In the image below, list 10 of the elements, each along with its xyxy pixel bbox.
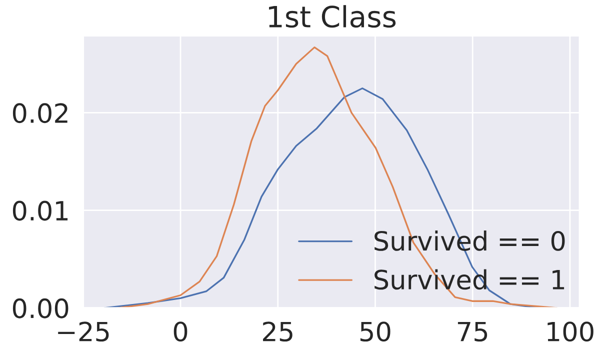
x-tick-label: 0: [174, 322, 188, 342]
x-tick-label: −25: [58, 322, 109, 342]
x-tick-label: 100: [548, 322, 594, 342]
x-tick-label: 25: [263, 322, 292, 342]
chart-title: 1st Class: [269, 5, 396, 28]
y-tick-label: 0.01: [12, 200, 68, 221]
y-tick-label: 0.02: [12, 103, 68, 124]
y-tick-label: 0.00: [12, 298, 68, 318]
x-tick-label: 50: [360, 322, 390, 342]
x-tick-label: 75: [458, 322, 488, 342]
